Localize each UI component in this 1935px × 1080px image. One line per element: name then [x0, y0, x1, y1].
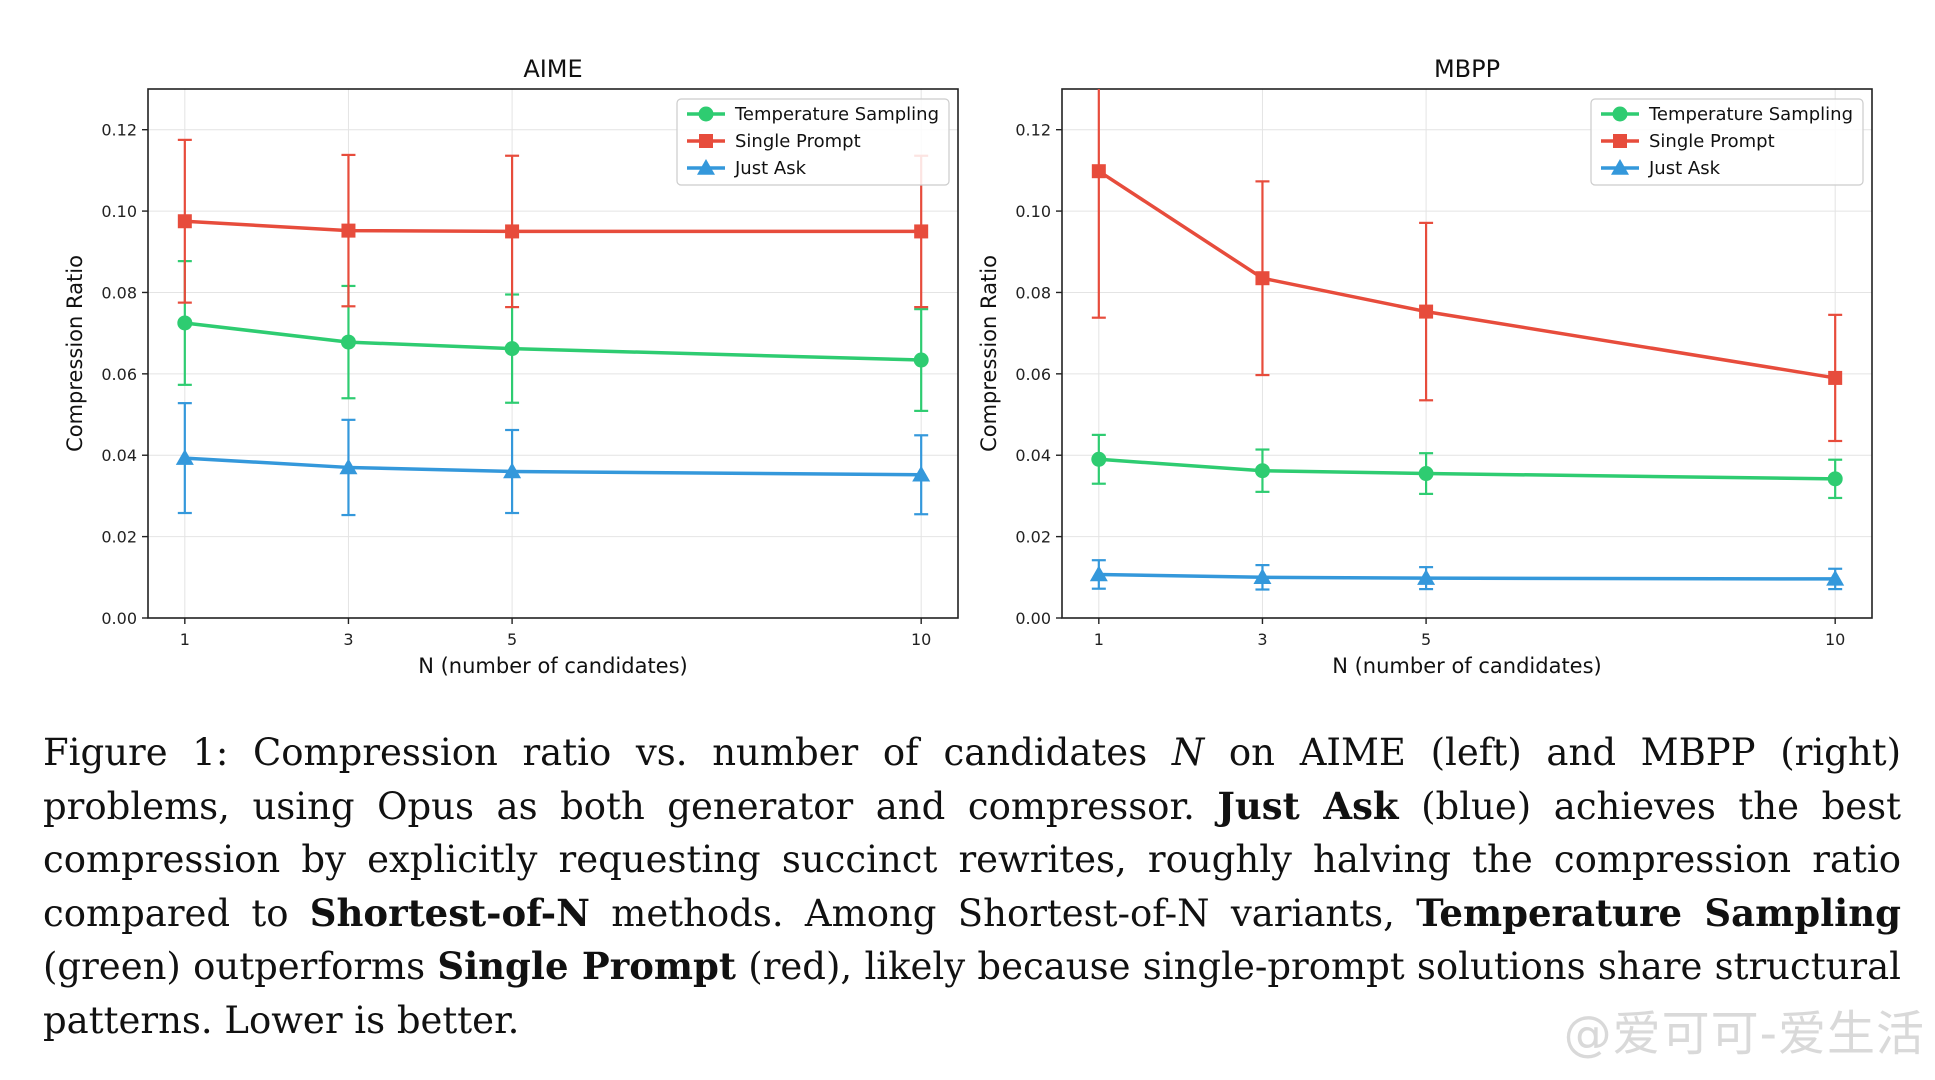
x-tick-label: 3 [1257, 630, 1267, 649]
series-line-just-ask [184, 456, 922, 477]
data-point-temperature-sampling [504, 341, 520, 357]
y-tick-label: 0.12 [1015, 121, 1051, 140]
y-tick-label: 0.00 [101, 609, 137, 628]
series-line-single-prompt [184, 219, 922, 234]
data-point-single-prompt [1091, 164, 1106, 179]
y-tick-label: 0.10 [1015, 202, 1051, 221]
caption-text: (green) outperforms [43, 945, 438, 988]
series-line-temperature-sampling [1098, 457, 1836, 481]
x-tick-label: 1 [1094, 630, 1104, 649]
data-point-just-ask [1417, 569, 1436, 585]
watermark: @爱可可-爱生活 [1563, 1006, 1925, 1062]
figure-charts: 0.00 0.02 0.04 0.06 0.08 0.10 0.12 1 3 5 10 AIME N (… [63, 55, 1873, 678]
legend-label-temperature-sampling: Temperature Sampling [1648, 104, 1853, 125]
data-point-temperature-sampling [1418, 466, 1434, 482]
legend-label-single-prompt: Single Prompt [1649, 131, 1775, 152]
figure-caption: Figure 1: Compression ratio vs. number o… [43, 726, 1901, 1047]
y-tick-label: 0.12 [101, 121, 137, 140]
x-axis-label: N (number of candidates) [418, 654, 688, 678]
plot-frame [1061, 88, 1873, 619]
y-tick-label: 0.04 [101, 446, 137, 465]
data-point-just-ask [912, 465, 931, 482]
y-tick-label: 0.06 [1015, 365, 1051, 384]
y-tick-label: 0.08 [1015, 283, 1051, 302]
y-tick-label: 0.10 [101, 202, 137, 221]
legend-marker-temperature-sampling [698, 106, 714, 122]
series-line-just-ask [1098, 572, 1836, 581]
legend: Temperature Sampling Single Prompt Just As… [1590, 98, 1864, 186]
data-point-single-prompt [177, 214, 192, 229]
legend-label-single-prompt: Single Prompt [735, 131, 861, 152]
caption-text: (red), likely because single-prompt solu… [43, 945, 1901, 1042]
caption-variable-n: N [1171, 731, 1205, 774]
caption-bold-temperature-sampling: Temperature Sampling [1416, 890, 1901, 935]
y-tick-label: 0.02 [101, 528, 137, 547]
y-axis-label: Compression Ratio [63, 255, 87, 452]
x-tick-label: 1 [180, 630, 190, 649]
x-tick-label: 5 [1421, 630, 1431, 649]
x-tick-label: 10 [911, 630, 931, 649]
data-point-temperature-sampling [177, 315, 193, 331]
data-point-temperature-sampling [1827, 471, 1843, 487]
data-point-temperature-sampling [1254, 463, 1270, 479]
x-tick-label: 5 [507, 630, 517, 649]
chart-title: AIME [523, 55, 582, 83]
legend-label-just-ask: Just Ask [1648, 158, 1721, 179]
x-axis-label: N (number of candidates) [1332, 654, 1602, 678]
legend-marker-single-prompt [699, 134, 713, 148]
data-point-temperature-sampling [340, 334, 356, 350]
data-point-single-prompt [1419, 304, 1434, 319]
data-point-just-ask [1253, 568, 1272, 585]
y-tick-label: 0.04 [1015, 446, 1051, 465]
caption-text: on AIME (left) and MBPP (right) problems… [43, 731, 1901, 828]
legend-marker-just-ask [1611, 159, 1629, 175]
caption-text: (blue) achieves the best compression by … [43, 784, 1902, 935]
series-line-temperature-sampling [184, 321, 922, 362]
legend-marker-single-prompt [1613, 134, 1627, 148]
series-group [1089, 89, 1845, 591]
data-point-temperature-sampling [913, 352, 929, 368]
y-axis-label: Compression Ratio [977, 255, 1001, 452]
data-point-single-prompt [1828, 370, 1843, 385]
legend-box [1590, 98, 1864, 186]
chart-title: MBPP [1434, 55, 1500, 83]
series-line-single-prompt [1097, 169, 1836, 380]
data-point-single-prompt [341, 223, 356, 238]
legend-label-temperature-sampling: Temperature Sampling [734, 104, 939, 125]
data-point-single-prompt [505, 224, 520, 239]
data-point-temperature-sampling [1091, 451, 1107, 467]
legend-marker-temperature-sampling [1612, 106, 1628, 122]
y-tick-label: 0.00 [1015, 609, 1051, 628]
data-point-just-ask [175, 449, 194, 465]
plot-frame [147, 88, 959, 619]
caption-bold-just-ask: Just Ask [1217, 783, 1399, 828]
y-tick-label: 0.02 [1015, 528, 1051, 547]
caption-text: methods. Among Shortest-of-N variants, [589, 891, 1417, 935]
data-point-single-prompt [1255, 271, 1270, 286]
x-tick-label: 3 [343, 630, 353, 649]
data-point-just-ask [503, 462, 522, 479]
caption-bold-shortest-of-n: Shortest-of-N [309, 890, 590, 935]
legend-label-just-ask: Just Ask [734, 158, 807, 179]
caption-bold-single-prompt: Single Prompt [437, 944, 737, 988]
data-point-just-ask [339, 458, 358, 475]
data-point-just-ask [1826, 569, 1845, 586]
series-group [175, 138, 931, 517]
legend: Temperature Sampling Single Prompt Just As… [676, 98, 950, 186]
x-tick-label: 10 [1825, 630, 1845, 649]
legend-box [676, 98, 950, 186]
legend-marker-just-ask [697, 159, 715, 175]
y-tick-label: 0.06 [101, 365, 137, 384]
y-tick-label: 0.08 [101, 283, 137, 302]
data-point-just-ask [1089, 565, 1108, 582]
data-point-single-prompt [914, 224, 929, 239]
chart-panel-aime: 0.00 0.02 0.04 0.06 0.08 0.10 0.12 1 3 5 10 AIME N (… [63, 55, 959, 678]
caption-text: Figure 1: Compression ratio vs. number o… [43, 731, 1172, 774]
chart-panel-mbpp: 0.00 0.02 0.04 0.06 0.08 0.10 0.12 1 3 5 10 MBPP N (… [977, 55, 1873, 678]
